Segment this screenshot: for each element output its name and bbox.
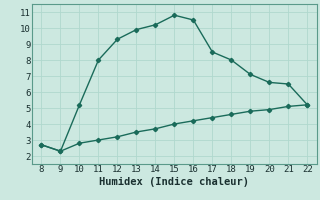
X-axis label: Humidex (Indice chaleur): Humidex (Indice chaleur) — [100, 177, 249, 187]
